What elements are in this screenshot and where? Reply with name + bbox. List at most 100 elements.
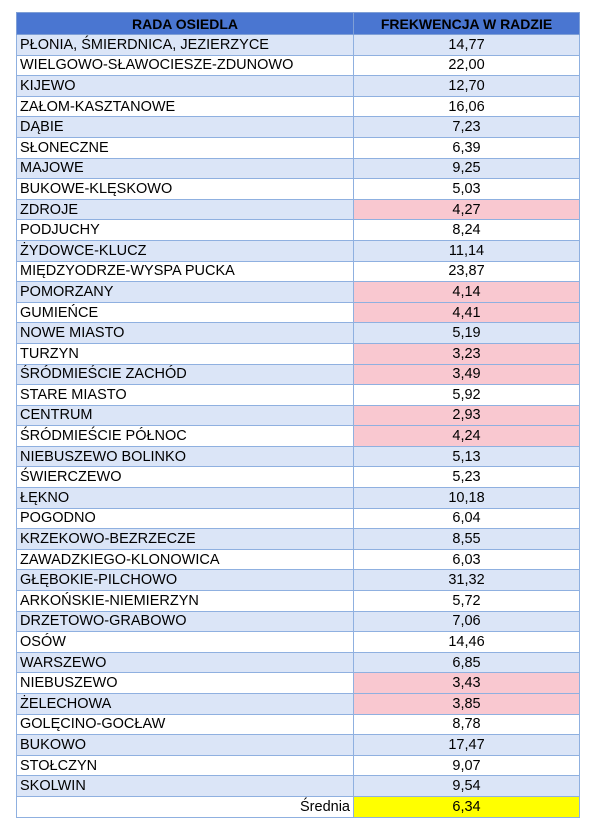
council-name-cell: GŁĘBOKIE-PILCHOWO [16, 569, 354, 592]
council-name-cell: NOWE MIASTO [16, 322, 354, 344]
table-row: BUKOWO 17,47 [16, 734, 580, 756]
council-name-cell: ARKOŃSKIE-NIEMIERZYN [16, 590, 354, 612]
council-name-cell: BUKOWO [16, 734, 354, 756]
turnout-table: RADA OSIEDLA FREKWENCJA W RADZIE PŁONIA,… [16, 12, 580, 818]
table-row: ŁĘKNO 10,18 [16, 487, 580, 509]
turnout-value-cell: 5,19 [353, 322, 580, 344]
council-name-cell: MAJOWE [16, 157, 354, 180]
turnout-value-cell: 5,03 [353, 178, 580, 200]
council-name-cell: ZDROJE [16, 198, 354, 221]
table-row: KIJEWO 12,70 [16, 75, 580, 97]
average-label: Średnia [16, 795, 354, 818]
table-row: TURZYN 3,23 [16, 342, 580, 365]
turnout-value-cell: 7,06 [353, 610, 580, 633]
turnout-value-cell: 7,23 [353, 116, 580, 138]
turnout-value-cell: 6,03 [353, 548, 580, 571]
table-row: STOŁCZYN 9,07 [16, 754, 580, 777]
turnout-value-cell: 5,13 [353, 445, 580, 468]
turnout-value-cell: 8,78 [353, 713, 580, 736]
header-row: RADA OSIEDLA FREKWENCJA W RADZIE [16, 12, 580, 35]
council-name-cell: KIJEWO [16, 75, 354, 97]
council-name-cell: DĄBIE [16, 116, 354, 138]
council-name-cell: NIEBUSZEWO BOLINKO [16, 445, 354, 468]
council-name-cell: MIĘDZYODRZE-WYSPA PUCKA [16, 260, 354, 283]
council-name-cell: OSÓW [16, 631, 354, 653]
table-row: ARKOŃSKIE-NIEMIERZYN 5,72 [16, 590, 580, 612]
turnout-value-cell: 6,85 [353, 651, 580, 674]
turnout-value-cell: 2,93 [353, 404, 580, 427]
turnout-value-cell: 14,46 [353, 631, 580, 653]
council-name-cell: CENTRUM [16, 404, 354, 427]
table-row: WARSZEWO 6,85 [16, 651, 580, 674]
column-header-council: RADA OSIEDLA [16, 12, 354, 35]
table-row: CENTRUM 2,93 [16, 404, 580, 427]
council-name-cell: ŚRÓDMIEŚCIE PÓŁNOC [16, 425, 354, 447]
turnout-value-cell: 4,41 [353, 301, 580, 324]
table-row: ŻYDOWCE-KLUCZ 11,14 [16, 239, 580, 262]
average-row: Średnia 6,34 [16, 795, 580, 818]
table-row: NOWE MIASTO 5,19 [16, 322, 580, 344]
council-name-cell: POMORZANY [16, 281, 354, 303]
council-name-cell: PODJUCHY [16, 219, 354, 241]
table-row: KRZEKOWO-BEZRZECZE 8,55 [16, 528, 580, 550]
table-row: POGODNO 6,04 [16, 507, 580, 530]
council-name-cell: ŻELECHOWA [16, 693, 354, 715]
turnout-value-cell: 9,07 [353, 754, 580, 777]
table-row: ZAWADZKIEGO-KLONOWICA 6,03 [16, 548, 580, 571]
table-row: ŻELECHOWA 3,85 [16, 693, 580, 715]
table-row: ŚRÓDMIEŚCIE PÓŁNOC 4,24 [16, 425, 580, 447]
table-row: DRZETOWO-GRABOWO 7,06 [16, 610, 580, 633]
table-row: BUKOWE-KLĘSKOWO 5,03 [16, 178, 580, 200]
turnout-value-cell: 3,43 [353, 672, 580, 694]
council-name-cell: ŚWIERCZEWO [16, 466, 354, 489]
turnout-value-cell: 9,25 [353, 157, 580, 180]
table-row: NIEBUSZEWO 3,43 [16, 672, 580, 694]
turnout-value-cell: 3,85 [353, 693, 580, 715]
council-name-cell: PŁONIA, ŚMIERDNICA, JEZIERZYCE [16, 34, 354, 56]
table-row: MIĘDZYODRZE-WYSPA PUCKA 23,87 [16, 260, 580, 283]
turnout-value-cell: 10,18 [353, 487, 580, 509]
turnout-value-cell: 12,70 [353, 75, 580, 97]
turnout-value-cell: 4,24 [353, 425, 580, 447]
turnout-value-cell: 4,14 [353, 281, 580, 303]
turnout-value-cell: 22,00 [353, 54, 580, 77]
turnout-value-cell: 14,77 [353, 34, 580, 56]
average-value: 6,34 [353, 795, 580, 818]
table-row: WIELGOWO-SŁAWOCIESZE-ZDUNOWO 22,00 [16, 54, 580, 77]
council-name-cell: BUKOWE-KLĘSKOWO [16, 178, 354, 200]
turnout-value-cell: 23,87 [353, 260, 580, 283]
council-name-cell: WIELGOWO-SŁAWOCIESZE-ZDUNOWO [16, 54, 354, 77]
turnout-value-cell: 6,04 [353, 507, 580, 530]
council-name-cell: ZAWADZKIEGO-KLONOWICA [16, 548, 354, 571]
turnout-value-cell: 17,47 [353, 734, 580, 756]
council-name-cell: SKOLWIN [16, 775, 354, 797]
table-row: GOLĘCINO-GOCŁAW 8,78 [16, 713, 580, 736]
table-row: GUMIEŃCE 4,41 [16, 301, 580, 324]
council-name-cell: STARE MIASTO [16, 384, 354, 406]
council-name-cell: ZAŁOM-KASZTANOWE [16, 95, 354, 118]
turnout-value-cell: 3,49 [353, 363, 580, 386]
turnout-value-cell: 9,54 [353, 775, 580, 797]
table-row: PŁONIA, ŚMIERDNICA, JEZIERZYCE 14,77 [16, 34, 580, 56]
table-row: STARE MIASTO 5,92 [16, 384, 580, 406]
table-row: OSÓW 14,46 [16, 631, 580, 653]
column-header-turnout: FREKWENCJA W RADZIE [353, 12, 580, 35]
council-name-cell: ŻYDOWCE-KLUCZ [16, 239, 354, 262]
council-name-cell: POGODNO [16, 507, 354, 530]
turnout-value-cell: 4,27 [353, 198, 580, 221]
turnout-value-cell: 5,72 [353, 590, 580, 612]
council-name-cell: ŚRÓDMIEŚCIE ZACHÓD [16, 363, 354, 386]
council-name-cell: DRZETOWO-GRABOWO [16, 610, 354, 633]
table-row: ZAŁOM-KASZTANOWE 16,06 [16, 95, 580, 118]
council-name-cell: ŁĘKNO [16, 487, 354, 509]
table-row: ŚWIERCZEWO 5,23 [16, 466, 580, 489]
turnout-value-cell: 11,14 [353, 239, 580, 262]
council-name-cell: SŁONECZNE [16, 136, 354, 159]
table-row: PODJUCHY 8,24 [16, 219, 580, 241]
council-name-cell: GUMIEŃCE [16, 301, 354, 324]
turnout-value-cell: 3,23 [353, 342, 580, 365]
table-row: DĄBIE 7,23 [16, 116, 580, 138]
turnout-value-cell: 6,39 [353, 136, 580, 159]
table-row: GŁĘBOKIE-PILCHOWO 31,32 [16, 569, 580, 592]
table-row: SKOLWIN 9,54 [16, 775, 580, 797]
